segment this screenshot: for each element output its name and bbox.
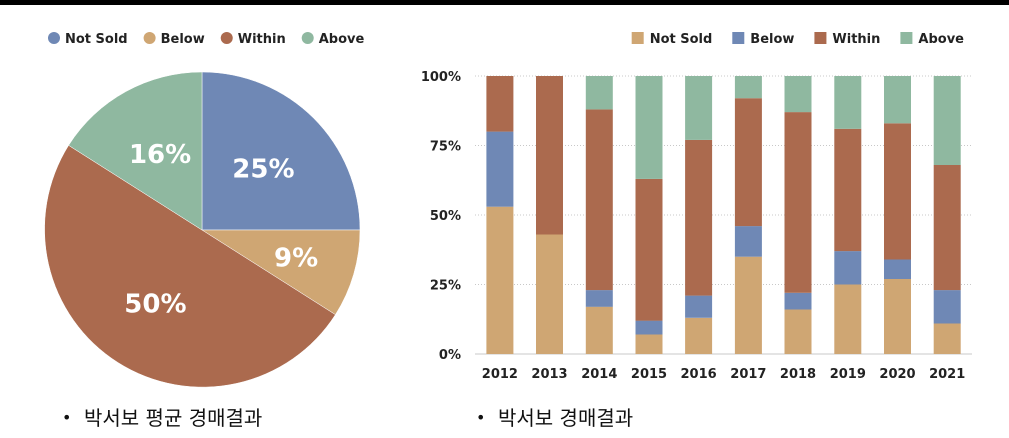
bar-2021-above bbox=[933, 76, 961, 165]
bar-2021-below bbox=[933, 290, 961, 324]
bar-2017-within bbox=[734, 98, 762, 227]
bar-2016-within bbox=[685, 139, 713, 296]
bar-2017-above bbox=[734, 76, 762, 99]
bar-legend-marker-within bbox=[814, 32, 827, 44]
y-tick-label: 75% bbox=[430, 140, 461, 155]
pie-label-above: 16% bbox=[129, 140, 191, 170]
legend-marker-below bbox=[143, 32, 156, 44]
caption-right: • 박서보 경매결과 bbox=[476, 402, 633, 431]
x-tick-label: 2021 bbox=[929, 367, 965, 382]
bar-2017-below bbox=[734, 226, 762, 257]
bar-2014-not-sold bbox=[585, 306, 613, 354]
bar-2015-below bbox=[635, 320, 663, 335]
legend-label-below: Below bbox=[161, 32, 205, 47]
y-tick-label: 0% bbox=[439, 348, 461, 363]
bar-legend-marker-not-sold bbox=[631, 32, 644, 44]
y-tick-label: 25% bbox=[430, 279, 461, 294]
x-tick-label: 2015 bbox=[631, 367, 667, 382]
pie-label-not-sold: 25% bbox=[232, 155, 294, 185]
bar-2020-not-sold bbox=[884, 278, 911, 354]
bullet-icon: • bbox=[476, 408, 486, 427]
bar-2018-below bbox=[784, 292, 812, 310]
bar-2019-within bbox=[834, 128, 862, 252]
caption-left-text: 박서보 평균 경매결과 bbox=[84, 406, 263, 430]
bar-2016-not-sold bbox=[685, 317, 713, 354]
pie-chart: 25% 9% 50% 16% bbox=[44, 71, 361, 388]
bar-2020-within bbox=[884, 123, 911, 260]
x-tick-label: 2016 bbox=[681, 367, 717, 382]
pie-slice-within bbox=[44, 144, 336, 388]
bar-2014-below bbox=[585, 290, 613, 307]
bar-2018-above bbox=[784, 76, 812, 113]
bar-legend-marker-above bbox=[900, 32, 913, 44]
bar-2015-above bbox=[635, 76, 663, 179]
bar-2014-within bbox=[585, 109, 613, 291]
pie-slice-below bbox=[201, 229, 361, 316]
bar-2021-within bbox=[933, 165, 961, 291]
y-tick-label: 100% bbox=[421, 70, 461, 85]
x-tick-label: 2017 bbox=[730, 367, 766, 382]
top-border bbox=[0, 0, 1009, 5]
pie-legend: Not Sold Below Within Above bbox=[48, 32, 364, 47]
y-axis: 0% 25% 50% 75% 100% bbox=[421, 70, 461, 363]
bar-2013-not-sold bbox=[536, 234, 563, 354]
legend-marker-within bbox=[220, 32, 233, 44]
caption-right-text: 박서보 경매결과 bbox=[498, 406, 634, 430]
bar-2019-not-sold bbox=[834, 284, 862, 354]
x-tick-label: 2018 bbox=[780, 367, 816, 382]
bar-2018-not-sold bbox=[784, 309, 812, 354]
pie-slice-not-sold bbox=[201, 71, 361, 231]
bar-legend-label-within: Within bbox=[832, 32, 880, 47]
bar-2013-within bbox=[536, 76, 563, 235]
pie-label-below: 9% bbox=[274, 243, 318, 273]
bar-2017-not-sold bbox=[734, 256, 762, 354]
legend-label-above: Above bbox=[319, 32, 365, 47]
bar-2020-above bbox=[884, 76, 911, 124]
bar-2014-above bbox=[585, 76, 613, 110]
bar-2016-above bbox=[685, 76, 713, 140]
pie-slice-above bbox=[68, 71, 203, 231]
legend-label-within: Within bbox=[238, 32, 286, 47]
pie-label-within: 50% bbox=[124, 289, 186, 319]
bar-2019-below bbox=[834, 251, 862, 285]
bar-2015-within bbox=[635, 178, 663, 321]
bar-2020-below bbox=[884, 259, 911, 279]
x-axis: 2012 2013 2014 2015 2016 2017 2018 2019 2020 2021 bbox=[482, 367, 965, 382]
bar-2012-within bbox=[486, 76, 514, 132]
bar-2015-not-sold bbox=[635, 334, 663, 354]
bar-legend-label-not-sold: Not Sold bbox=[650, 32, 713, 47]
bar-2019-above bbox=[834, 76, 862, 129]
x-tick-label: 2012 bbox=[482, 367, 518, 382]
x-tick-label: 2020 bbox=[879, 367, 915, 382]
bar-2012-not-sold bbox=[486, 206, 514, 354]
bar-2021-not-sold bbox=[933, 323, 961, 354]
stacked-bar-chart bbox=[486, 76, 961, 354]
x-tick-label: 2013 bbox=[531, 367, 567, 382]
legend-marker-not-sold bbox=[48, 32, 60, 44]
bar-2012-below bbox=[486, 131, 514, 207]
bar-legend-label-below: Below bbox=[750, 32, 794, 47]
y-tick-label: 50% bbox=[430, 209, 461, 224]
bar-2018-within bbox=[784, 112, 812, 293]
bar-legend: Not Sold Below Within Above bbox=[631, 32, 964, 47]
caption-left: • 박서보 평균 경매결과 bbox=[62, 402, 262, 431]
legend-marker-above bbox=[301, 32, 314, 44]
legend-label-not-sold: Not Sold bbox=[65, 32, 128, 47]
bar-2016-below bbox=[685, 295, 713, 318]
x-tick-label: 2014 bbox=[581, 367, 617, 382]
x-tick-label: 2019 bbox=[830, 367, 866, 382]
bar-legend-marker-below bbox=[732, 32, 745, 44]
bullet-icon: • bbox=[62, 408, 72, 427]
bar-legend-label-above: Above bbox=[918, 32, 964, 47]
